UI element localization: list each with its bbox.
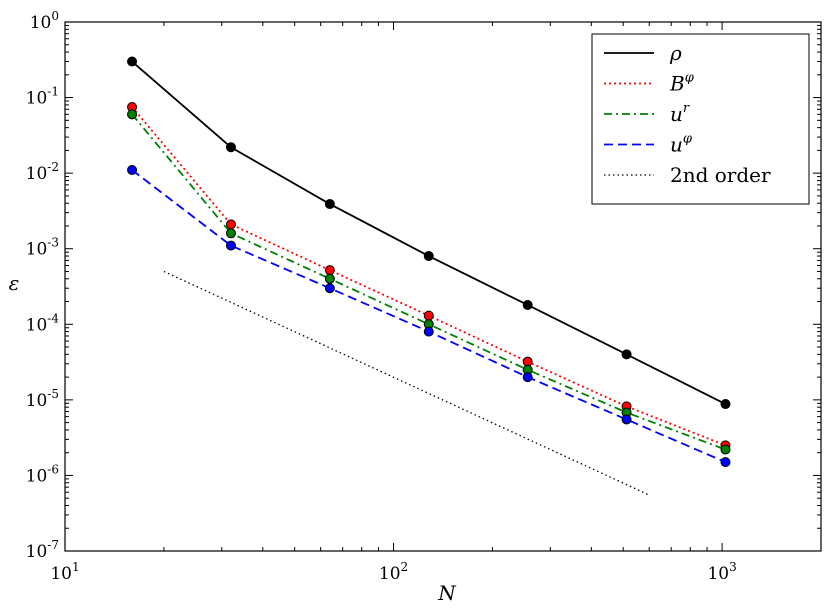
y-tick-label: 10-2 — [26, 160, 59, 184]
data-point — [127, 165, 138, 176]
data-point — [423, 310, 434, 321]
data-point — [720, 457, 731, 468]
data-point — [225, 240, 236, 251]
plot-frame — [64, 21, 822, 552]
data-point — [720, 399, 731, 410]
y-tick-label: 10-5 — [26, 387, 59, 411]
data-point — [621, 414, 632, 425]
legend-entry-label: Bφ — [669, 71, 695, 96]
data-point — [127, 56, 138, 67]
data-point — [324, 199, 335, 210]
data-point — [127, 109, 138, 120]
data-point — [225, 219, 236, 230]
x-axis-label: N — [437, 581, 457, 605]
legend-entry-label: 2nd order — [670, 163, 771, 187]
data-series — [127, 56, 731, 496]
legend-entry-label: uφ — [670, 132, 693, 157]
data-point — [720, 444, 731, 455]
y-tick-label: 10-6 — [26, 462, 59, 486]
legend: ρ Bφ ur uφ 2nd order — [591, 33, 810, 205]
series-0 — [127, 56, 731, 410]
data-point — [621, 349, 632, 360]
data-point — [324, 273, 335, 284]
y-tick-label: 100 — [30, 9, 59, 33]
data-point — [522, 372, 533, 383]
tick-labels: 101 102 103 100 10-1 10-2 10-3 10-4 10-5 10-6 10-7 — [26, 9, 737, 584]
series-3 — [127, 165, 731, 468]
data-point — [324, 283, 335, 294]
data-point — [225, 228, 236, 239]
x-tick-label: 101 — [50, 560, 79, 584]
y-axis-label: ε — [9, 271, 20, 295]
y-tick-label: 10-7 — [26, 538, 59, 562]
axis-ticks — [64, 21, 822, 552]
x-tick-label: 102 — [379, 560, 408, 584]
legend-entry-label: ur — [670, 101, 690, 126]
data-point — [225, 142, 236, 153]
x-tick-label: 103 — [707, 560, 736, 584]
series-1 — [127, 102, 731, 451]
y-tick-label: 10-4 — [26, 311, 60, 335]
data-point — [522, 299, 533, 310]
data-point — [423, 251, 434, 262]
data-point — [423, 326, 434, 337]
legend-entry-label: ρ — [669, 41, 682, 65]
legend-box — [591, 33, 810, 205]
y-tick-label: 10-1 — [26, 85, 59, 109]
y-tick-label: 10-3 — [26, 236, 59, 260]
data-point — [324, 265, 335, 276]
